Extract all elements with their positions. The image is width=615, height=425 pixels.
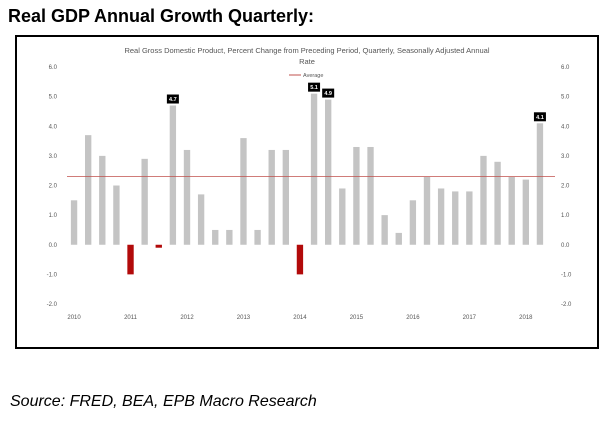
bar (452, 191, 459, 245)
x-tick-year: 2010 (67, 315, 81, 321)
y-tick-right: -1.0 (561, 272, 572, 278)
y-tick-right: 3.0 (561, 154, 570, 160)
bar (254, 229, 261, 245)
data-label: 5.1 (308, 82, 321, 92)
data-label-bg (166, 94, 179, 104)
chart-title: Real Gross Domestic Product, Percent Cha… (124, 46, 489, 66)
y-axis-left: 6.0 5.0 4.0 3.0 2.0 1.0 0.0 -1.0 -2.0 (47, 65, 58, 308)
x-tick-year: 2011 (124, 315, 138, 321)
data-labels: 4.7 5.1 4.9 4.1 (166, 82, 546, 122)
x-tick-year: 2017 (463, 315, 477, 321)
y-tick-left: -2.0 (47, 302, 58, 308)
y-tick-right: 5.0 (561, 95, 570, 101)
bar (480, 155, 487, 245)
bar (494, 161, 501, 245)
bar (381, 215, 388, 245)
data-label-bg (322, 88, 335, 98)
y-tick-right: 4.0 (561, 124, 570, 130)
bar (282, 149, 289, 245)
x-tick-year: 2016 (406, 315, 420, 321)
bar (536, 123, 544, 245)
bar (141, 158, 148, 245)
bar-negative (127, 244, 134, 275)
y-tick-left: 1.0 (49, 213, 58, 219)
x-tick-year: 2015 (350, 315, 364, 321)
bar (409, 200, 417, 245)
data-label: 4.1 (533, 112, 546, 122)
data-label-bg (308, 82, 321, 92)
bar (325, 99, 332, 245)
data-label-text: 4.9 (324, 91, 332, 97)
bar (169, 105, 177, 245)
bar-negative (155, 244, 162, 248)
bar (423, 176, 431, 245)
chart-title-line-1: Real Gross Domestic Product, Percent Cha… (124, 46, 489, 55)
x-tick-year: 2018 (519, 315, 533, 321)
x-axis-labels: 2010 2011 2012 2013 2014 2015 2016 2017 2018 (67, 315, 533, 321)
x-tick-year: 2012 (180, 315, 194, 321)
x-tick-year: 2013 (237, 315, 251, 321)
y-tick-left: -1.0 (47, 272, 58, 278)
bar (99, 155, 106, 245)
bar (268, 149, 275, 245)
bar-series (70, 93, 544, 275)
bar (197, 194, 205, 245)
y-tick-left: 5.0 (49, 95, 58, 101)
data-label: 4.7 (166, 94, 179, 104)
y-tick-left: 4.0 (49, 124, 58, 130)
bar-negative (296, 244, 304, 275)
y-tick-right: -2.0 (561, 302, 572, 308)
y-tick-left: 6.0 (49, 65, 58, 71)
y-tick-left: 0.0 (49, 243, 58, 249)
source-note: Source: FRED, BEA, EPB Macro Research (10, 393, 317, 410)
gdp-chart: Real Gross Domestic Product, Percent Cha… (15, 35, 599, 349)
bar (226, 229, 233, 245)
x-tick-year: 2014 (293, 315, 307, 321)
bar (437, 188, 445, 245)
legend-average-label: Average (303, 73, 323, 79)
chart-legend: Average (289, 73, 323, 79)
bar (310, 93, 318, 245)
data-label-text: 4.1 (536, 115, 544, 121)
bar (339, 188, 346, 245)
data-label: 4.9 (322, 88, 335, 98)
data-label-text: 5.1 (310, 85, 318, 91)
bar (85, 135, 92, 245)
data-label-bg (533, 112, 546, 122)
chart-canvas: Real Gross Domestic Product, Percent Cha… (47, 46, 572, 321)
bar (395, 232, 402, 245)
y-tick-left: 3.0 (49, 154, 58, 160)
bar (466, 191, 473, 245)
y-tick-right: 2.0 (561, 184, 570, 190)
data-label-text: 4.7 (169, 97, 177, 103)
y-axis-right: 6.0 5.0 4.0 3.0 2.0 1.0 0.0 -1.0 -2.0 (561, 65, 572, 308)
bar (508, 176, 515, 245)
page-heading: Real GDP Annual Growth Quarterly: (8, 6, 315, 26)
y-tick-right: 1.0 (561, 213, 570, 219)
bar (522, 179, 529, 245)
bar (70, 200, 78, 245)
chart-title-line-2: Rate (299, 57, 315, 66)
y-tick-left: 2.0 (49, 184, 58, 190)
y-tick-right: 0.0 (561, 243, 570, 249)
bar (183, 149, 191, 245)
bar (212, 229, 219, 245)
y-tick-right: 6.0 (561, 65, 570, 71)
bar (113, 185, 120, 245)
bar (367, 146, 374, 245)
bar (240, 138, 247, 245)
bar (353, 146, 360, 245)
